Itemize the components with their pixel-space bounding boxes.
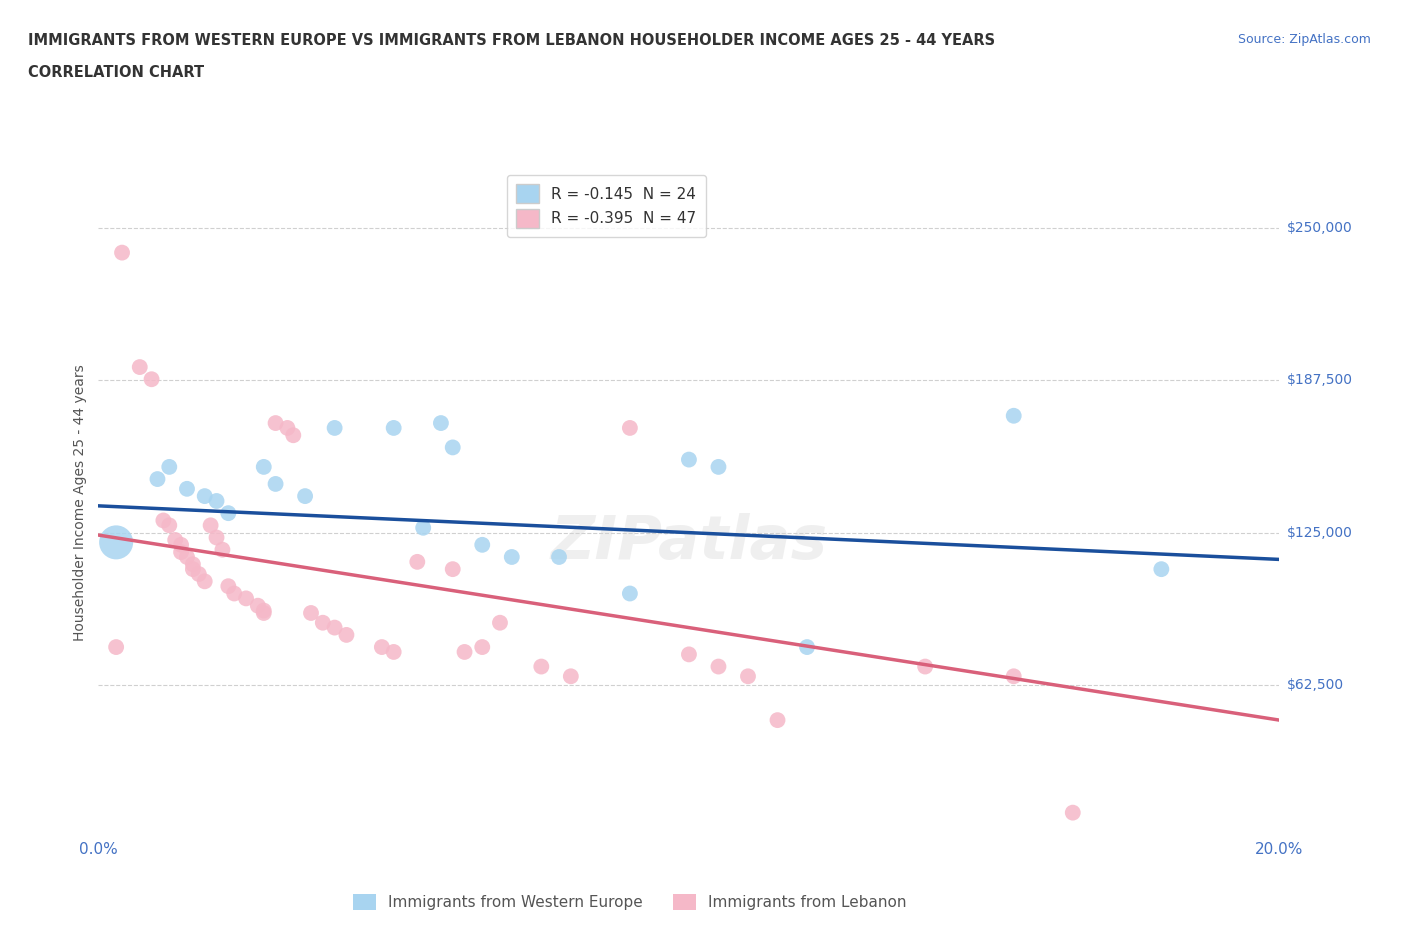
Text: $250,000: $250,000	[1286, 221, 1353, 235]
Text: $187,500: $187,500	[1286, 374, 1353, 388]
Point	[796, 640, 818, 655]
Point	[111, 246, 134, 260]
Point	[264, 416, 287, 431]
Point	[530, 659, 553, 674]
Point	[224, 586, 246, 601]
Point	[253, 604, 276, 618]
Point	[1002, 669, 1025, 684]
Point	[157, 518, 180, 533]
Point	[335, 628, 357, 643]
Point	[176, 550, 198, 565]
Point	[157, 459, 180, 474]
Point	[105, 640, 128, 655]
Point	[211, 542, 233, 557]
Point	[707, 459, 730, 474]
Point	[619, 586, 641, 601]
Point	[283, 428, 305, 443]
Point	[453, 644, 475, 659]
Point	[253, 459, 276, 474]
Point	[187, 566, 209, 581]
Point	[194, 488, 217, 503]
Point	[246, 598, 269, 613]
Point	[105, 535, 128, 550]
Point	[707, 659, 730, 674]
Point	[205, 530, 228, 545]
Point	[294, 488, 316, 503]
Point	[200, 518, 222, 533]
Point	[181, 562, 204, 577]
Text: CORRELATION CHART: CORRELATION CHART	[28, 65, 204, 80]
Point	[382, 420, 405, 435]
Point	[382, 644, 405, 659]
Y-axis label: Householder Income Ages 25 - 44 years: Householder Income Ages 25 - 44 years	[73, 364, 87, 641]
Point	[176, 482, 198, 497]
Point	[235, 591, 257, 605]
Point	[619, 420, 641, 435]
Point	[165, 533, 187, 548]
Text: $125,000: $125,000	[1286, 525, 1353, 539]
Point	[146, 472, 169, 486]
Text: IMMIGRANTS FROM WESTERN EUROPE VS IMMIGRANTS FROM LEBANON HOUSEHOLDER INCOME AGE: IMMIGRANTS FROM WESTERN EUROPE VS IMMIGR…	[28, 33, 995, 47]
Point	[152, 513, 174, 528]
Text: Source: ZipAtlas.com: Source: ZipAtlas.com	[1237, 33, 1371, 46]
Point	[412, 520, 434, 535]
Point	[766, 712, 789, 727]
Point	[170, 538, 193, 552]
Point	[1002, 408, 1025, 423]
Point	[1062, 805, 1084, 820]
Point	[371, 640, 394, 655]
Point	[217, 506, 239, 521]
Point	[471, 640, 494, 655]
Text: $62,500: $62,500	[1286, 678, 1344, 692]
Point	[299, 605, 322, 620]
Text: ZIPatlas: ZIPatlas	[550, 512, 828, 572]
Point	[217, 578, 239, 593]
Point	[441, 562, 464, 577]
Point	[312, 616, 335, 631]
Point	[1150, 562, 1173, 577]
Point	[430, 416, 453, 431]
Point	[253, 605, 276, 620]
Point	[181, 557, 204, 572]
Point	[914, 659, 936, 674]
Point	[194, 574, 217, 589]
Point	[737, 669, 759, 684]
Legend: Immigrants from Western Europe, Immigrants from Lebanon: Immigrants from Western Europe, Immigran…	[347, 888, 912, 916]
Point	[205, 494, 228, 509]
Point	[560, 669, 582, 684]
Point	[323, 620, 346, 635]
Point	[489, 616, 512, 631]
Point	[264, 476, 287, 491]
Point	[406, 554, 429, 569]
Point	[678, 647, 700, 662]
Point	[678, 452, 700, 467]
Point	[170, 545, 193, 560]
Point	[441, 440, 464, 455]
Point	[548, 550, 571, 565]
Point	[141, 372, 163, 387]
Point	[128, 360, 150, 375]
Point	[276, 420, 298, 435]
Point	[501, 550, 523, 565]
Point	[471, 538, 494, 552]
Point	[323, 420, 346, 435]
